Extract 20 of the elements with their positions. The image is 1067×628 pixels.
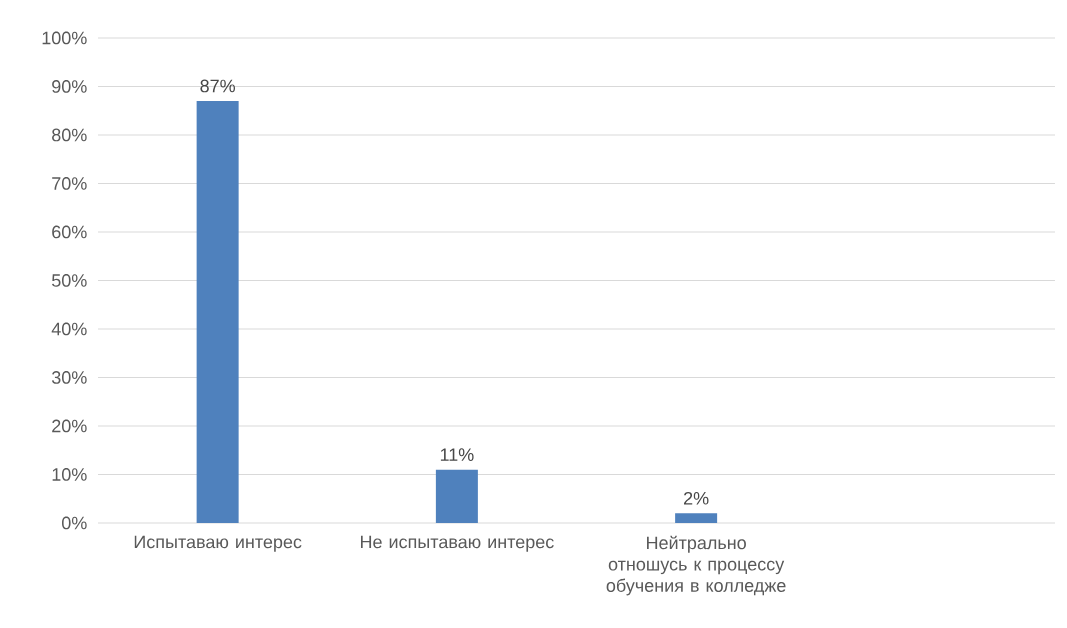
y-tick-label: 100%: [42, 31, 87, 45]
data-label: 2%: [684, 491, 709, 505]
y-tick-label: 90%: [52, 80, 87, 93]
y-tick-label: 60%: [52, 225, 87, 239]
y-tick-label: 40%: [51, 322, 87, 336]
x-tick-label: Испытаваю интерес: [134, 535, 302, 552]
x-tick-label: Нейтрально отношусь к процессу обучения в колледже: [606, 535, 786, 596]
bar: [675, 513, 718, 523]
x-tick-label: Не испытаваю интерес: [361, 535, 554, 552]
y-tick-label: 10%: [52, 468, 87, 481]
y-tick-label: 0%: [62, 516, 87, 530]
data-label: 11%: [440, 448, 474, 461]
bar: [435, 469, 478, 523]
y-tick-label: 50%: [51, 274, 87, 287]
data-label: 87%: [200, 79, 236, 93]
y-tick-label: 30%: [51, 371, 87, 384]
bar: [196, 101, 239, 523]
y-tick-label: 20%: [52, 419, 87, 433]
y-tick-label: 70%: [52, 177, 87, 190]
y-tick-label: 80%: [52, 128, 87, 142]
